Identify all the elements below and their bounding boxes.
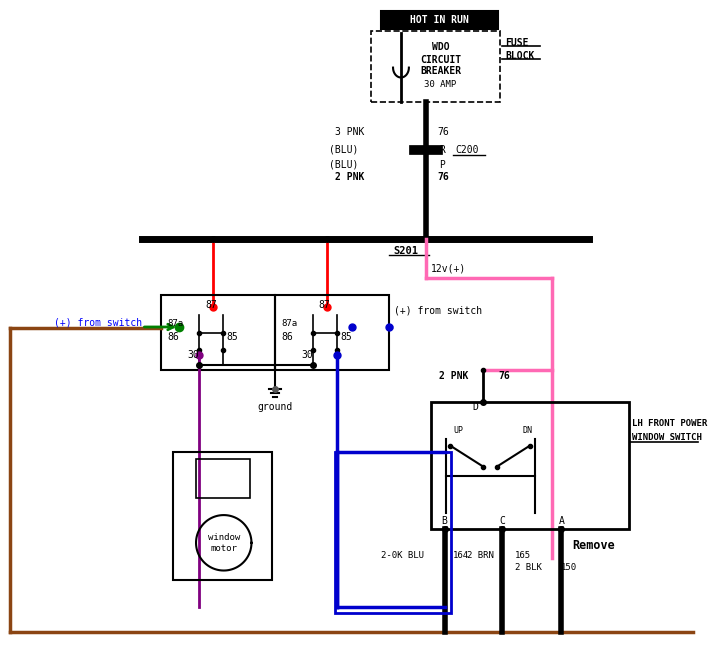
Text: P: P <box>439 160 445 169</box>
Text: BREAKER: BREAKER <box>420 66 461 75</box>
Text: 76: 76 <box>437 127 450 137</box>
Text: 30 AMP: 30 AMP <box>424 80 457 89</box>
Text: A: A <box>558 516 564 526</box>
Bar <box>173 452 272 580</box>
Text: C: C <box>499 516 505 526</box>
Text: (BLU): (BLU) <box>329 145 358 154</box>
Text: B: B <box>442 516 447 526</box>
Text: 85: 85 <box>340 332 353 342</box>
Text: 86: 86 <box>281 332 293 342</box>
Text: 165: 165 <box>515 551 531 560</box>
Text: 3 PNK: 3 PNK <box>335 127 364 137</box>
Text: (+) from switch: (+) from switch <box>54 317 143 327</box>
Text: S201: S201 <box>393 246 418 256</box>
Text: UP: UP <box>453 426 463 435</box>
Text: WDO: WDO <box>432 42 450 52</box>
Text: 12v(+): 12v(+) <box>431 263 466 274</box>
Text: (BLU): (BLU) <box>329 160 358 169</box>
Text: 164: 164 <box>452 551 468 560</box>
Text: 86: 86 <box>167 332 179 342</box>
Bar <box>381 11 498 29</box>
Text: 150: 150 <box>561 563 578 572</box>
Text: 2 BLK: 2 BLK <box>515 563 542 572</box>
Text: C200: C200 <box>455 145 479 154</box>
Bar <box>161 295 275 369</box>
Bar <box>431 402 628 529</box>
Bar <box>275 295 389 369</box>
Text: 30: 30 <box>187 350 199 360</box>
Text: 87: 87 <box>319 300 331 310</box>
Text: DN: DN <box>523 426 533 435</box>
Text: ground: ground <box>258 402 292 412</box>
Text: 87a: 87a <box>281 319 298 328</box>
Bar <box>196 459 251 498</box>
Text: D: D <box>472 402 478 412</box>
Text: 2 PNK: 2 PNK <box>439 371 468 382</box>
Text: R: R <box>439 145 445 154</box>
Bar <box>334 452 452 613</box>
Text: 85: 85 <box>227 332 238 342</box>
Text: 87: 87 <box>205 300 216 310</box>
Text: BLOCK: BLOCK <box>505 51 534 61</box>
Text: FUSE: FUSE <box>505 38 529 48</box>
Text: LH FRONT POWER: LH FRONT POWER <box>631 419 707 428</box>
Bar <box>371 31 500 103</box>
Text: CIRCUIT: CIRCUIT <box>420 55 461 65</box>
Text: HOT IN RUN: HOT IN RUN <box>411 15 469 25</box>
Text: 76: 76 <box>498 371 510 382</box>
Text: 2 PNK: 2 PNK <box>335 173 364 182</box>
Text: (+) from switch: (+) from switch <box>394 305 482 315</box>
Text: 76: 76 <box>437 173 450 182</box>
Text: window
motor: window motor <box>208 533 240 552</box>
Text: Remove: Remove <box>572 539 615 552</box>
Text: WINDOW SWITCH: WINDOW SWITCH <box>631 434 702 443</box>
Text: 2-0K BLU: 2-0K BLU <box>381 551 424 560</box>
Text: 2 BRN: 2 BRN <box>467 551 494 560</box>
Text: 87a: 87a <box>167 319 183 328</box>
Text: 30: 30 <box>301 350 313 360</box>
